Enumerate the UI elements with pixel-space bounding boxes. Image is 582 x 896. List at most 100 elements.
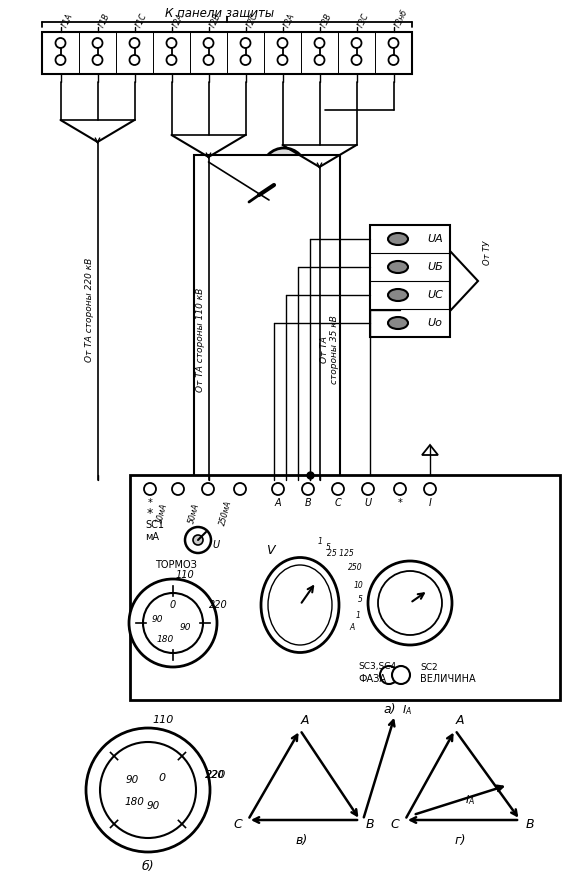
Circle shape xyxy=(362,483,374,495)
Text: а): а) xyxy=(384,703,396,717)
Text: $I_A$: $I_A$ xyxy=(465,793,475,807)
Text: 250: 250 xyxy=(347,563,363,572)
Ellipse shape xyxy=(388,261,408,273)
Circle shape xyxy=(352,55,361,65)
Text: в): в) xyxy=(296,833,308,847)
Circle shape xyxy=(380,666,398,684)
Text: C: C xyxy=(391,819,399,831)
Circle shape xyxy=(100,742,196,838)
Circle shape xyxy=(193,535,203,545)
Circle shape xyxy=(55,55,66,65)
Circle shape xyxy=(272,483,284,495)
Text: 180: 180 xyxy=(124,797,144,807)
Text: B: B xyxy=(365,819,374,831)
Circle shape xyxy=(389,55,399,65)
Ellipse shape xyxy=(388,289,408,301)
Circle shape xyxy=(144,483,156,495)
Circle shape xyxy=(368,561,452,645)
Text: SC1: SC1 xyxy=(145,520,164,530)
Text: SC2: SC2 xyxy=(420,662,438,671)
Text: UС: UС xyxy=(427,290,443,300)
Circle shape xyxy=(314,38,325,48)
Text: 1: 1 xyxy=(356,610,360,619)
Circle shape xyxy=(392,666,410,684)
Bar xyxy=(193,155,339,480)
Text: 0: 0 xyxy=(158,773,165,783)
Circle shape xyxy=(130,38,140,48)
Text: I'3B: I'3B xyxy=(320,12,334,29)
Ellipse shape xyxy=(388,317,408,329)
Bar xyxy=(130,475,560,700)
Text: К панели защиты: К панели защиты xyxy=(165,6,275,20)
Text: A: A xyxy=(301,713,309,727)
Text: 90: 90 xyxy=(125,775,139,785)
Circle shape xyxy=(86,728,210,852)
Circle shape xyxy=(332,483,344,495)
Circle shape xyxy=(166,38,176,48)
Circle shape xyxy=(302,483,314,495)
Text: C: C xyxy=(233,819,242,831)
Text: 1: 1 xyxy=(318,538,322,547)
Text: б): б) xyxy=(141,859,154,873)
Circle shape xyxy=(278,55,288,65)
Text: I'1B: I'1B xyxy=(98,12,112,29)
Bar xyxy=(370,225,450,337)
Text: ФАЗА: ФАЗА xyxy=(358,674,386,684)
Text: U: U xyxy=(364,498,371,508)
Circle shape xyxy=(240,55,250,65)
Text: U: U xyxy=(212,540,219,550)
Circle shape xyxy=(55,38,66,48)
Text: V: V xyxy=(266,544,274,556)
Text: г): г) xyxy=(454,833,466,847)
Text: Uо: Uо xyxy=(428,318,442,328)
Circle shape xyxy=(129,579,217,667)
Circle shape xyxy=(314,55,325,65)
Text: UБ: UБ xyxy=(427,262,443,272)
Text: 220: 220 xyxy=(205,770,226,780)
Text: 50мА: 50мА xyxy=(187,502,201,524)
Circle shape xyxy=(424,483,436,495)
Circle shape xyxy=(130,55,140,65)
Text: От ТА
стороны 35 кВ: От ТА стороны 35 кВ xyxy=(320,315,339,384)
Text: 5: 5 xyxy=(357,596,363,605)
Circle shape xyxy=(240,38,250,48)
Text: 90: 90 xyxy=(147,801,159,811)
Text: мА: мА xyxy=(145,532,159,542)
Text: B: B xyxy=(526,819,534,831)
Circle shape xyxy=(378,571,442,635)
Circle shape xyxy=(93,38,102,48)
Text: A: A xyxy=(275,498,281,508)
Text: UА: UА xyxy=(427,234,443,244)
Text: I'2B: I'2B xyxy=(208,12,223,29)
Text: *: * xyxy=(398,498,402,508)
Text: $I_A$: $I_A$ xyxy=(402,703,412,717)
Circle shape xyxy=(234,483,246,495)
Text: SC3,SC4: SC3,SC4 xyxy=(358,662,396,671)
Text: I'1A: I'1A xyxy=(61,12,74,29)
Text: 5: 5 xyxy=(325,544,331,553)
Text: 0: 0 xyxy=(170,600,176,610)
Circle shape xyxy=(389,38,399,48)
Text: 90: 90 xyxy=(179,623,191,632)
Text: A: A xyxy=(349,624,354,633)
Text: 90: 90 xyxy=(151,615,163,624)
Polygon shape xyxy=(422,445,438,455)
Circle shape xyxy=(185,527,211,553)
Text: 250мА: 250мА xyxy=(218,499,233,527)
Text: I'2C: I'2C xyxy=(246,12,260,29)
Text: *: * xyxy=(147,506,153,520)
Text: I'3C: I'3C xyxy=(357,12,371,29)
Polygon shape xyxy=(450,251,478,311)
Text: A: A xyxy=(456,713,464,727)
Text: 10: 10 xyxy=(353,581,363,590)
Text: C: C xyxy=(335,498,342,508)
Text: I'3A: I'3A xyxy=(282,12,297,29)
Circle shape xyxy=(202,483,214,495)
Text: I: I xyxy=(428,498,431,508)
Circle shape xyxy=(278,38,288,48)
Text: I'3нб: I'3нб xyxy=(393,8,410,29)
Text: B: B xyxy=(304,498,311,508)
Text: От ТУ: От ТУ xyxy=(484,241,492,265)
Circle shape xyxy=(394,483,406,495)
Circle shape xyxy=(172,483,184,495)
